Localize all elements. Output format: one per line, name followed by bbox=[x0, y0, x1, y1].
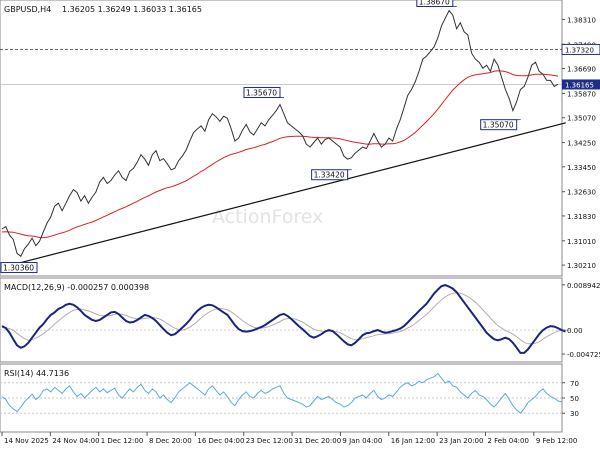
annotation-box bbox=[0, 262, 38, 274]
macd-main-line bbox=[1, 284, 566, 354]
time-tick-label: 24 Nov 04:00 bbox=[52, 437, 99, 445]
macd-axis: 0.008942 0.00 -0.004725 bbox=[562, 282, 600, 359]
time-tick-label: 1 Dec 12:00 bbox=[101, 437, 144, 445]
rsi-axis: 70 50 30 bbox=[562, 380, 579, 418]
annotation-box bbox=[480, 119, 518, 131]
macd-tick-label: 0.008942 bbox=[567, 282, 600, 290]
macd-signal-line bbox=[2, 292, 570, 345]
rsi-line bbox=[1, 372, 562, 414]
level-label: 1.37320 bbox=[565, 46, 594, 54]
time-tick-label: 16 Jan 12:00 bbox=[391, 437, 435, 445]
time-tick-label: 9 Feb 12:00 bbox=[536, 437, 577, 445]
ohlc-values: 1.36205 1.36249 1.36033 1.36165 bbox=[62, 5, 202, 14]
price-line bbox=[1, 9, 559, 258]
price-annotations: 1.30360 1.35670 1.33420 1.38670 1.35070 bbox=[0, 0, 521, 274]
current-price-label: 1.36165 bbox=[565, 81, 594, 89]
annotation-label: 1.35070 bbox=[483, 121, 514, 130]
price-tick-label: 1.36690 bbox=[567, 66, 596, 74]
annotation-box bbox=[243, 86, 281, 98]
symbol-label: GBPUSD,H4 bbox=[4, 5, 51, 14]
macd-tick-label: -0.004725 bbox=[567, 351, 600, 359]
annotation-label: 1.30360 bbox=[3, 264, 34, 273]
watermark: ActionForex bbox=[212, 206, 323, 228]
rsi-title: RSI(14) 44.7136 bbox=[4, 369, 69, 378]
rsi-tick-label: 50 bbox=[570, 395, 579, 403]
trendline bbox=[16, 122, 566, 265]
annotation-box bbox=[416, 0, 454, 7]
level-label-box bbox=[561, 43, 600, 55]
time-tick-label: 23 Jan 20:00 bbox=[439, 437, 483, 445]
rsi-tick-label: 30 bbox=[570, 410, 579, 418]
price-tick-label: 1.34250 bbox=[567, 140, 596, 148]
price-tick-label: 1.31010 bbox=[567, 238, 596, 246]
price-tick-label: 1.32630 bbox=[567, 189, 596, 197]
macd-title: MACD(12,26,9) -0.000257 0.000398 bbox=[4, 283, 149, 292]
time-tick-label: 9 Jan 04:00 bbox=[342, 437, 382, 445]
time-tick-label: 16 Dec 04:00 bbox=[197, 437, 244, 445]
macd-tick-label: 0.00 bbox=[567, 327, 583, 335]
current-price-box bbox=[562, 79, 600, 90]
time-tick-label: 2 Feb 04:00 bbox=[487, 437, 528, 445]
price-tick-label: 1.33450 bbox=[567, 164, 596, 172]
rsi-tick-label: 70 bbox=[570, 380, 579, 388]
price-tick-label: 1.35870 bbox=[567, 90, 596, 98]
price-tick-label: 1.31830 bbox=[567, 213, 596, 221]
time-tick-label: 8 Dec 20:00 bbox=[149, 437, 192, 445]
chart-header: GBPUSD,H4 1.36205 1.36249 1.36033 1.3616… bbox=[4, 5, 202, 14]
time-tick-label: 31 Dec 20:00 bbox=[294, 437, 341, 445]
annotation-box bbox=[311, 169, 349, 181]
time-axis: 14 Nov 2025 24 Nov 04:00 1 Dec 12:00 8 Dec … bbox=[1, 432, 577, 445]
time-tick-label: 23 Dec 12:00 bbox=[246, 437, 293, 445]
price-horizontal-levels bbox=[0, 49, 562, 85]
price-tick-label: 1.30210 bbox=[567, 262, 596, 270]
annotation-label: 1.38670 bbox=[419, 0, 450, 6]
price-tick-label: 1.35070 bbox=[567, 115, 596, 123]
price-tick-label: 1.38310 bbox=[567, 16, 596, 24]
annotation-label: 1.33420 bbox=[314, 171, 345, 180]
price-axis: 1.383101.374901.366901.358701.350701.342… bbox=[561, 16, 600, 270]
time-tick-label: 14 Nov 2025 bbox=[4, 437, 49, 445]
annotation-label: 1.35670 bbox=[246, 88, 277, 97]
moving-average-line bbox=[1, 70, 559, 239]
